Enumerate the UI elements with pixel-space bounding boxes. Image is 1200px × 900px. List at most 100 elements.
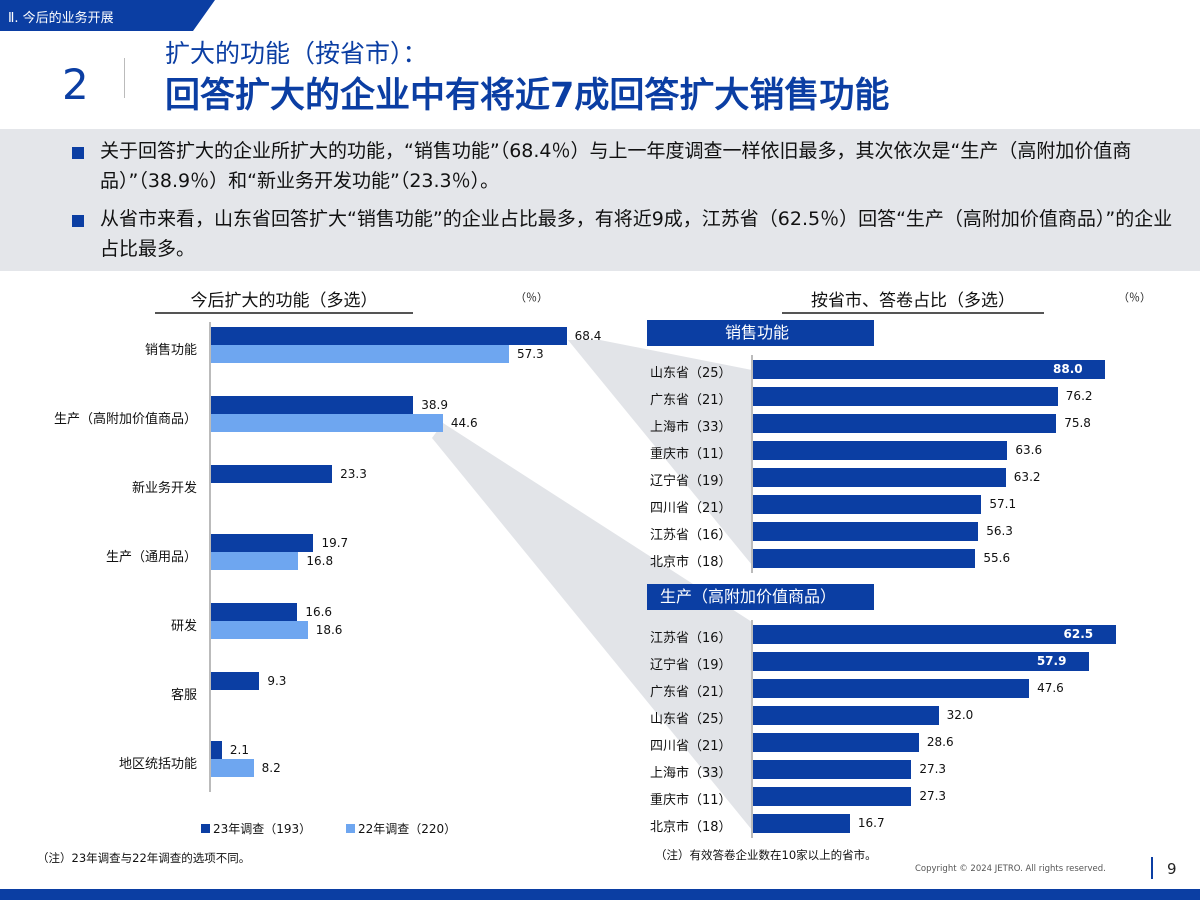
page-number-divider xyxy=(1151,857,1153,879)
left-chart-title: 今后扩大的功能（多选） xyxy=(155,286,413,314)
legend-swatch-22 xyxy=(346,824,355,833)
region-label: 广东省（21） xyxy=(650,685,732,700)
production-axis xyxy=(751,620,753,838)
region-bar xyxy=(753,679,1030,698)
category-label: 客服 xyxy=(170,688,197,703)
panel-header-production: 生产（高附加价值商品） xyxy=(647,584,874,610)
value-label: 18.6 xyxy=(315,623,343,637)
region-label: 北京市（18） xyxy=(650,820,732,835)
value-label: 62.5 xyxy=(1063,627,1094,641)
value-label: 8.2 xyxy=(261,761,281,775)
region-bar xyxy=(753,733,919,752)
value-label: 63.6 xyxy=(1015,443,1043,457)
value-label: 88.0 xyxy=(1053,362,1083,376)
bar-23 xyxy=(211,741,222,759)
region-bar xyxy=(753,441,1008,460)
region-bar xyxy=(753,387,1058,406)
summary-point-2: 从省市来看，山东省回答扩大“销售功能”的企业占比最多，有将近9成，江苏省（62.… xyxy=(100,208,1173,260)
bar-23 xyxy=(211,672,260,690)
region-bar xyxy=(753,414,1057,433)
bar-22 xyxy=(211,552,299,570)
left-chart-note: （注）23年调查与22年调查的选项不同。 xyxy=(37,851,251,865)
region-bar xyxy=(753,522,979,541)
region-label: 山东省（25） xyxy=(650,712,732,727)
legend-label-22: 22年调查（220） xyxy=(358,822,457,836)
region-bar xyxy=(753,549,976,568)
value-label: 75.8 xyxy=(1064,416,1091,430)
value-label: 27.3 xyxy=(919,789,947,803)
value-label: 16.6 xyxy=(305,605,333,619)
value-label: 16.7 xyxy=(857,816,885,830)
bar-23 xyxy=(211,465,333,483)
region-label: 辽宁省（19） xyxy=(650,474,732,489)
section-tag-label: Ⅱ. 今后的业务开展 xyxy=(8,11,114,26)
page-number: 9 xyxy=(1167,860,1177,878)
bar-23 xyxy=(211,534,314,552)
category-label: 销售功能 xyxy=(144,343,197,358)
value-label: 76.2 xyxy=(1065,389,1093,403)
bar-22 xyxy=(211,621,308,639)
region-label: 上海市（33） xyxy=(650,766,732,781)
connector-sales xyxy=(568,340,752,565)
footer-bar xyxy=(0,889,1200,900)
region-bar xyxy=(753,760,912,779)
region-label: 江苏省（16） xyxy=(650,631,732,646)
legend-item-22: 22年调查（220） xyxy=(346,820,456,837)
value-label: 2.1 xyxy=(229,743,249,757)
bullet-icon xyxy=(72,215,84,227)
summary-point-1: 关于回答扩大的企业所扩大的功能，“销售功能”（68.4％）与上一年度调查一样依旧… xyxy=(100,140,1132,192)
title-divider xyxy=(124,58,125,98)
sales-axis xyxy=(751,355,753,573)
value-label: 57.1 xyxy=(989,497,1017,511)
region-bar xyxy=(753,360,1105,379)
bullet-icon xyxy=(72,147,84,159)
region-label: 四川省（21） xyxy=(650,739,732,754)
region-bar xyxy=(753,814,850,833)
region-label: 重庆市（11） xyxy=(650,793,732,808)
right-chart-title: 按省市、答卷占比（多选） xyxy=(782,286,1044,314)
category-label: 新业务开发 xyxy=(131,481,197,496)
value-label: 9.3 xyxy=(267,674,287,688)
left-chart-unit: （％） xyxy=(515,291,548,304)
connector-production xyxy=(432,423,752,830)
value-label: 55.6 xyxy=(983,551,1011,565)
right-chart-unit: （％） xyxy=(1118,291,1151,304)
region-label: 广东省（21） xyxy=(650,393,732,408)
copyright: Copyright © 2024 JETRO. All rights reser… xyxy=(915,864,1106,874)
legend-label-23: 23年调查（193） xyxy=(213,822,312,836)
value-label: 28.6 xyxy=(926,735,954,749)
bar-22 xyxy=(211,345,509,363)
category-label: 生产（高附加价值商品） xyxy=(53,412,197,427)
value-label: 57.3 xyxy=(516,347,544,361)
region-label: 山东省（25） xyxy=(650,366,732,381)
category-label: 地区统括功能 xyxy=(118,757,197,772)
section-tag: Ⅱ. 今后的业务开展 xyxy=(0,0,215,31)
value-label: 38.9 xyxy=(421,398,448,412)
category-label: 研发 xyxy=(170,619,197,634)
region-bar xyxy=(753,706,939,725)
section-number: 2 xyxy=(62,60,89,109)
region-label: 北京市（18） xyxy=(650,555,732,570)
panel-header-sales-label: 销售功能 xyxy=(725,323,790,342)
region-label: 江苏省（16） xyxy=(650,528,732,543)
page-subtitle: 扩大的功能（按省市）： xyxy=(165,39,428,68)
legend-swatch-23 xyxy=(201,824,210,833)
panel-header-sales: 销售功能 xyxy=(647,320,874,346)
page-title: 回答扩大的企业中有将近7成回答扩大销售功能 xyxy=(165,76,890,116)
value-label: 23.3 xyxy=(340,467,367,481)
panel-header-production-label: 生产（高附加价值商品） xyxy=(660,587,837,606)
bar-23 xyxy=(211,327,567,345)
summary-box: 关于回答扩大的企业所扩大的功能，“销售功能”（68.4％）与上一年度调查一样依旧… xyxy=(0,129,1200,271)
region-bar xyxy=(753,787,912,806)
value-label: 63.2 xyxy=(1013,470,1041,484)
value-label: 57.9 xyxy=(1036,654,1067,668)
value-label: 47.6 xyxy=(1037,681,1064,695)
value-label: 27.3 xyxy=(919,762,947,776)
value-label: 19.7 xyxy=(321,536,349,550)
value-label: 16.8 xyxy=(306,554,334,568)
region-bar xyxy=(753,495,982,514)
region-bar xyxy=(753,625,1116,644)
category-label: 生产（通用品） xyxy=(105,550,197,565)
value-label: 68.4 xyxy=(574,329,602,343)
